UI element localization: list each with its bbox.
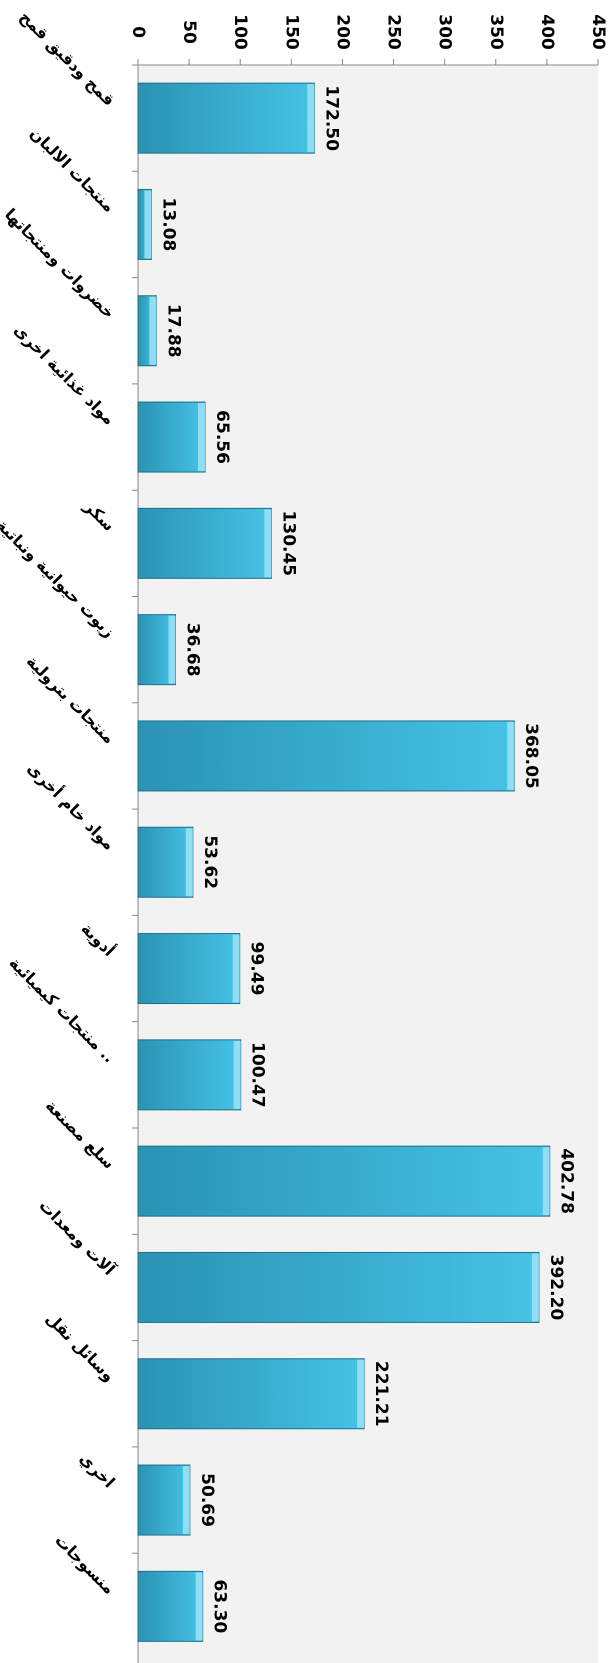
bar-bevel bbox=[233, 1040, 241, 1109]
data-label: 402.78 bbox=[557, 1148, 577, 1214]
tick-label: 100 bbox=[230, 14, 250, 50]
bar bbox=[137, 1039, 242, 1111]
bar-bevel bbox=[542, 1147, 550, 1216]
bar bbox=[137, 720, 515, 792]
bar-bevel bbox=[144, 190, 152, 259]
category-label: أدوية bbox=[77, 918, 119, 960]
bar-bevel bbox=[198, 403, 206, 472]
bar-bevel bbox=[195, 1572, 203, 1641]
tick-label: 400 bbox=[537, 14, 557, 50]
bar-bevel bbox=[182, 1466, 190, 1535]
bar bbox=[137, 1145, 551, 1217]
category-label: قمح ودقيق قمح bbox=[16, 7, 119, 110]
data-label: 50.69 bbox=[197, 1473, 217, 1527]
category-label: منسوجات bbox=[51, 1530, 118, 1597]
data-label: 392.20 bbox=[546, 1255, 566, 1321]
data-label: 99.49 bbox=[247, 942, 267, 996]
category-label: سكر bbox=[80, 496, 119, 535]
category-label: منتجات بترولية bbox=[23, 651, 119, 747]
category-label: سلع مصنعة bbox=[42, 1096, 119, 1173]
tick-label: 300 bbox=[435, 14, 455, 50]
bar bbox=[137, 401, 206, 473]
bar bbox=[137, 1570, 204, 1642]
bar-bevel bbox=[185, 828, 193, 897]
bar bbox=[137, 1358, 365, 1430]
bar-bevel bbox=[507, 721, 515, 790]
tick-label: 0 bbox=[128, 26, 148, 38]
tick-label: 450 bbox=[588, 14, 608, 50]
category-label: منتجات الالبان bbox=[26, 124, 118, 216]
data-label: 36.68 bbox=[182, 623, 202, 677]
tick-label: 350 bbox=[486, 14, 506, 50]
tick-label: 150 bbox=[281, 14, 301, 50]
category-label: منتجات كيميائية .. bbox=[5, 953, 118, 1066]
bar bbox=[137, 507, 272, 579]
bar-bevel bbox=[149, 296, 157, 365]
data-label: 65.56 bbox=[212, 410, 232, 464]
category-label: اخري bbox=[75, 1449, 119, 1493]
tick-label: 50 bbox=[179, 20, 199, 44]
category-label: مواد خام أخرى bbox=[23, 758, 119, 854]
bar bbox=[137, 826, 194, 898]
tick-label: 250 bbox=[384, 14, 404, 50]
data-label: 100.47 bbox=[248, 1042, 268, 1108]
category-label: آلات ومعدات bbox=[35, 1195, 119, 1279]
data-label: 368.05 bbox=[521, 723, 541, 789]
bar-bevel bbox=[357, 1359, 365, 1428]
bar-bevel bbox=[307, 84, 315, 153]
category-label: خضروات ومنتجاتها bbox=[1, 205, 119, 323]
bar bbox=[137, 1464, 191, 1536]
bar-bevel bbox=[531, 1253, 539, 1322]
bar-layer bbox=[137, 82, 551, 1642]
tick-label: 200 bbox=[332, 14, 352, 50]
category-label: مواد غذائية اخرى bbox=[10, 320, 118, 428]
bar-bevel bbox=[168, 615, 176, 684]
bar-bevel bbox=[232, 934, 240, 1003]
bar bbox=[137, 1251, 540, 1323]
data-label: 172.50 bbox=[321, 85, 341, 151]
category-label: وسائل نقل bbox=[42, 1309, 119, 1386]
bar-bevel bbox=[264, 509, 272, 578]
data-label: 130.45 bbox=[278, 511, 298, 577]
data-label: 13.08 bbox=[158, 198, 178, 252]
bar bbox=[137, 933, 241, 1005]
data-label: 63.30 bbox=[210, 1579, 230, 1633]
data-label: 221.21 bbox=[371, 1361, 391, 1427]
category-label: زيوت حيوانية ونباتية bbox=[0, 515, 119, 641]
axis-layer: 0 50 100 150 200 250 300 350 400 450 bbox=[128, 14, 608, 1663]
data-label: 17.88 bbox=[163, 304, 183, 358]
data-label: 53.62 bbox=[200, 835, 220, 889]
bar bbox=[137, 82, 315, 154]
